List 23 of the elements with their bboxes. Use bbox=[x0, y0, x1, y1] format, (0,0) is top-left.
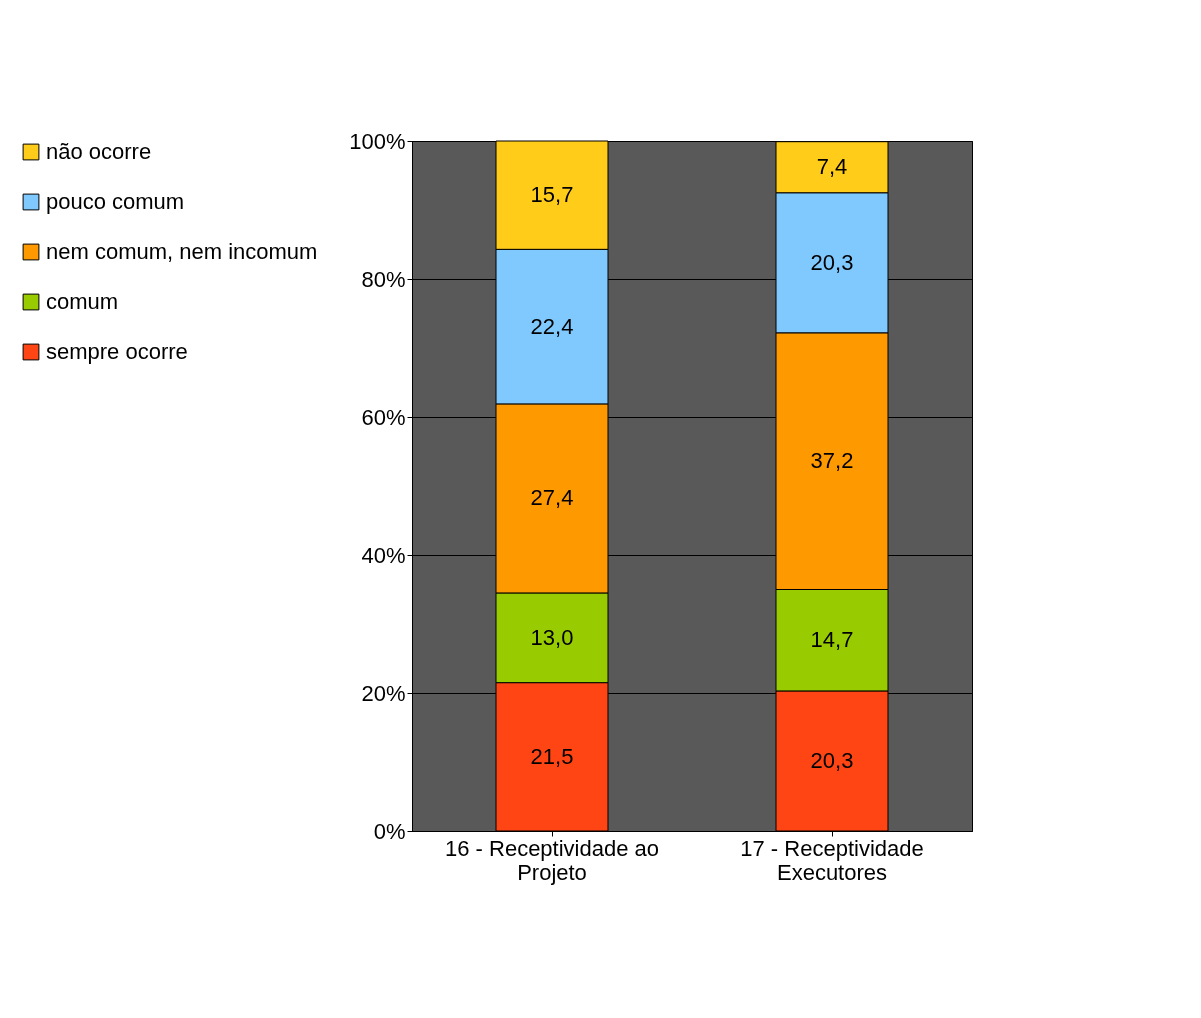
data-label: 14,7 bbox=[810, 627, 854, 653]
legend-label: sempre ocorre bbox=[46, 339, 188, 364]
y-tick-label: 100% bbox=[349, 128, 406, 154]
x-tick-label: 17 - Receptividade Executores bbox=[740, 835, 924, 885]
data-label: 15,7 bbox=[530, 182, 574, 208]
y-tick-label: 60% bbox=[361, 404, 406, 430]
legend-label: não ocorre bbox=[46, 139, 152, 164]
data-label: 7,4 bbox=[816, 154, 848, 180]
legend-label: nem comum, nem incomum bbox=[46, 239, 318, 264]
data-label: 20,3 bbox=[810, 249, 854, 275]
legend-label: pouco comum bbox=[46, 189, 185, 214]
y-tick-label: 80% bbox=[361, 266, 406, 292]
data-label: 21,5 bbox=[530, 743, 574, 769]
data-label: 13,0 bbox=[530, 624, 574, 650]
y-tick-label: 20% bbox=[361, 680, 406, 706]
data-label: 22,4 bbox=[530, 313, 574, 339]
data-label: 37,2 bbox=[810, 448, 854, 474]
data-label: 27,4 bbox=[530, 485, 574, 511]
y-tick-label: 0% bbox=[373, 818, 406, 844]
y-tick-label: 40% bbox=[361, 542, 406, 568]
x-tick-label: 16 - Receptividade ao Projeto bbox=[444, 835, 660, 885]
legend-label: comum bbox=[46, 289, 119, 314]
data-label: 20,3 bbox=[810, 747, 854, 773]
